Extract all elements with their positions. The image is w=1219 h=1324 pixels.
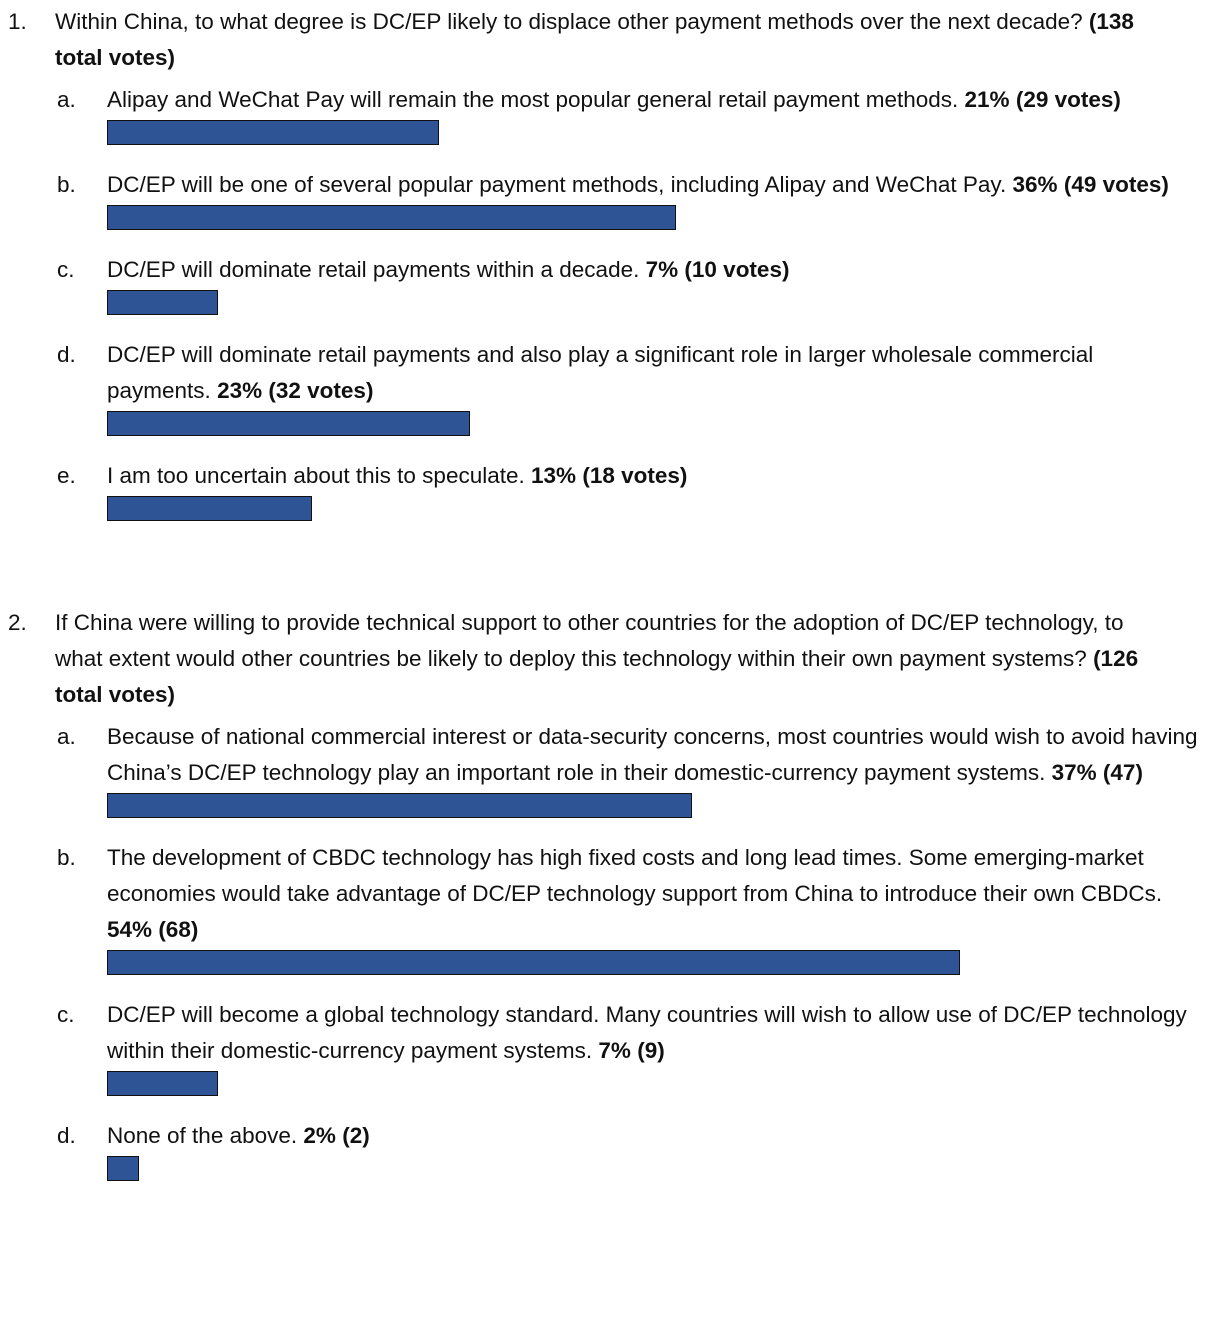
option: d. None of the above. 2% (2): [55, 1118, 1202, 1181]
option: c. DC/EP will become a global technology …: [55, 997, 1202, 1096]
option-text: DC/EP will become a global technology st…: [107, 1002, 1187, 1063]
option-text: The development of CBDC technology has h…: [107, 845, 1163, 906]
result-bar: [107, 120, 439, 145]
result: 54% (68): [107, 917, 198, 942]
option-letter: b.: [57, 845, 76, 870]
result: 2% (2): [303, 1123, 369, 1148]
votes-label: (29 votes): [1015, 87, 1121, 112]
option: e. I am too uncertain about this to specu…: [55, 458, 1202, 521]
question-number: 2.: [8, 610, 27, 635]
result: 13% (18 votes): [531, 463, 687, 488]
option: c. DC/EP will dominate retail payments wi…: [55, 252, 1202, 315]
result-bar: [107, 290, 218, 315]
question-number: 1.: [8, 9, 27, 34]
document: 1. Within China, to what degree is DC/EP …: [0, 4, 1198, 1181]
option-text: None of the above.: [107, 1123, 298, 1148]
result: 7% (9): [598, 1038, 664, 1063]
question: 2. If China were willing to provide techn…: [0, 605, 1198, 1181]
percent-label: 54%: [107, 917, 153, 942]
option: a. Because of national commercial interes…: [55, 719, 1202, 818]
option-text: DC/EP will be one of several popular pay…: [107, 172, 1007, 197]
votes-label: (68): [158, 917, 199, 942]
votes-label: (2): [342, 1123, 370, 1148]
question: 1. Within China, to what degree is DC/EP …: [0, 4, 1175, 521]
option-letter: a.: [57, 87, 76, 112]
votes-label: (32 votes): [268, 378, 374, 403]
result-bar: [107, 205, 676, 230]
percent-label: 2%: [303, 1123, 336, 1148]
result: 23% (32 votes): [217, 378, 373, 403]
result-bar: [107, 1156, 139, 1181]
votes-label: (49 votes): [1063, 172, 1169, 197]
percent-label: 23%: [217, 378, 263, 403]
option-text: DC/EP will dominate retail payments with…: [107, 257, 640, 282]
result-bar: [107, 950, 961, 975]
question-text: If China were willing to provide technic…: [55, 610, 1124, 671]
result-bar: [107, 411, 471, 436]
option: b. The development of CBDC technology has…: [55, 840, 1202, 975]
result: 7% (10 votes): [646, 257, 790, 282]
result-bar: [107, 793, 692, 818]
result-bar: [107, 496, 313, 521]
result: 36% (49 votes): [1013, 172, 1169, 197]
total-votes: (126 total votes): [55, 646, 1139, 707]
votes-label: (18 votes): [582, 463, 688, 488]
option: d. DC/EP will dominate retail payments an…: [55, 337, 1202, 436]
option-letter: c.: [57, 1002, 75, 1027]
percent-label: 13%: [531, 463, 577, 488]
option-letter: d.: [57, 342, 76, 367]
percent-label: 36%: [1012, 172, 1058, 197]
votes-label: (10 votes): [684, 257, 790, 282]
result: 37% (47): [1052, 760, 1143, 785]
result-bar: [107, 1071, 218, 1096]
option-letter: c.: [57, 257, 75, 282]
option-letter: a.: [57, 724, 76, 749]
question-text: Within China, to what degree is DC/EP li…: [55, 9, 1083, 34]
percent-label: 21%: [964, 87, 1010, 112]
percent-label: 7%: [598, 1038, 631, 1063]
option-text: DC/EP will dominate retail payments and …: [107, 342, 1094, 403]
result: 21% (29 votes): [965, 87, 1121, 112]
total-votes: (138 total votes): [55, 9, 1134, 70]
votes-label: (47): [1102, 760, 1143, 785]
percent-label: 37%: [1051, 760, 1097, 785]
votes-label: (9): [637, 1038, 665, 1063]
option-letter: e.: [57, 463, 76, 488]
option-letter: b.: [57, 172, 76, 197]
option: b. DC/EP will be one of several popular p…: [55, 167, 1202, 230]
option-text: I am too uncertain about this to specula…: [107, 463, 525, 488]
option-text: Alipay and WeChat Pay will remain the mo…: [107, 87, 959, 112]
percent-label: 7%: [645, 257, 679, 282]
option-text: Because of national commercial interest …: [107, 724, 1198, 785]
option: a. Alipay and WeChat Pay will remain the …: [55, 82, 1202, 145]
option-letter: d.: [57, 1123, 76, 1148]
